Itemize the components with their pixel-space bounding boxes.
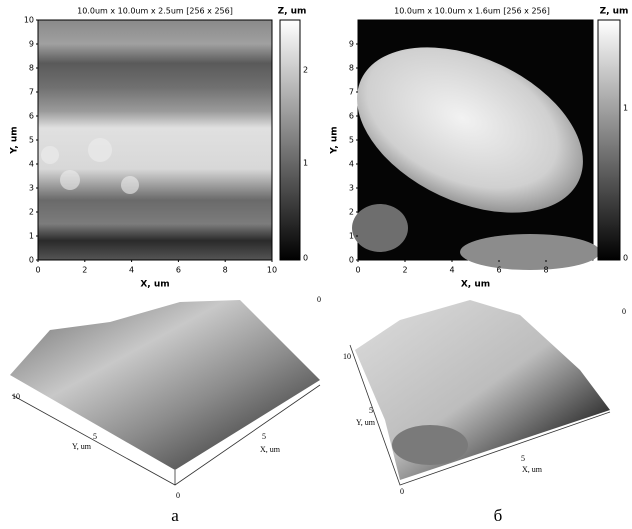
x-tick-label: 4 [129,266,134,275]
y-label: Y, um [330,126,340,154]
x-label: X, um [260,445,281,454]
x-tick-label: 5 [521,454,525,463]
origin-label: 0 [176,491,180,500]
z-tick-label: 0 [622,307,626,316]
grain [460,234,600,270]
x-label: X, um [522,465,543,474]
z-tick-label: 1 [623,104,628,113]
y-tick-label: 5 [369,406,373,415]
y-tick-label: 10 [24,16,34,25]
x-tick-label: 2 [402,266,407,275]
y-tick-label: 5 [349,136,354,145]
x-label: X, um [461,280,490,290]
grain [392,425,468,465]
y-tick-label: 5 [93,432,97,441]
y-tick-label: 10 [343,352,351,361]
surface-3d [355,300,610,480]
y-tick-label: 3 [349,184,354,193]
color-bar [280,20,300,260]
y-tick-label: 8 [349,64,354,73]
x-tick-label: 10 [267,266,277,275]
z-tick-label: 2 [303,66,308,75]
x-tick-label: 2 [82,266,87,275]
y-tick-label: 4 [349,160,354,169]
x-tick-label: 4 [449,266,454,275]
z-tick-label: 0 [303,254,308,263]
origin-label: 0 [400,487,404,496]
y-tick-label: 1 [29,232,34,241]
x-tick-label: 6 [176,266,181,275]
y-tick-label: 8 [29,64,34,73]
x-tick-label: 0 [355,266,360,275]
image-title: 10.0um x 10.0um x 1.6um [256 x 256] [394,7,550,16]
x-label: X, um [140,280,169,290]
y-label: Y, um [356,418,376,427]
y-tick-label: 5 [29,136,34,145]
y-label: Y, um [10,126,20,154]
y-tick-label: 9 [349,40,354,49]
z-tick-label: 0 [317,295,321,304]
panel-caption: а [171,506,179,525]
y-tick-label: 7 [349,88,354,97]
image-title: 10.0um x 10.0um x 2.5um [256 x 256] [77,7,233,16]
z-tick-label: 0 [623,254,628,263]
z-label: Z, um [600,7,629,17]
y-tick-label: 2 [29,208,34,217]
y-tick-label: 6 [349,112,354,121]
x-tick-label: 8 [223,266,228,275]
x-tick-label: 5 [262,432,266,441]
x-tick-label: 6 [496,266,501,275]
afm-image [38,20,272,260]
y-tick-label: 0 [349,256,354,265]
x-tick-label: 8 [543,266,548,275]
y-tick-label: 6 [29,112,34,121]
y-tick-label: 9 [29,40,34,49]
y-tick-label: 1 [349,232,354,241]
z-label: Z, um [278,7,307,17]
y-tick-label: 10 [12,392,20,401]
x-tick-label: 0 [35,266,40,275]
y-tick-label: 3 [29,184,34,193]
y-label: Y, um [72,442,92,451]
grain [352,204,408,252]
y-tick-label: 2 [349,208,354,217]
color-bar [598,20,620,260]
figure: 10.0um x 10.0um x 2.5um [256 x 256] Z, um… [0,0,632,529]
panel-caption: б [494,506,503,525]
y-tick-label: 4 [29,160,34,169]
z-tick-label: 1 [303,159,308,168]
y-tick-label: 7 [29,88,34,97]
y-tick-label: 0 [29,256,34,265]
